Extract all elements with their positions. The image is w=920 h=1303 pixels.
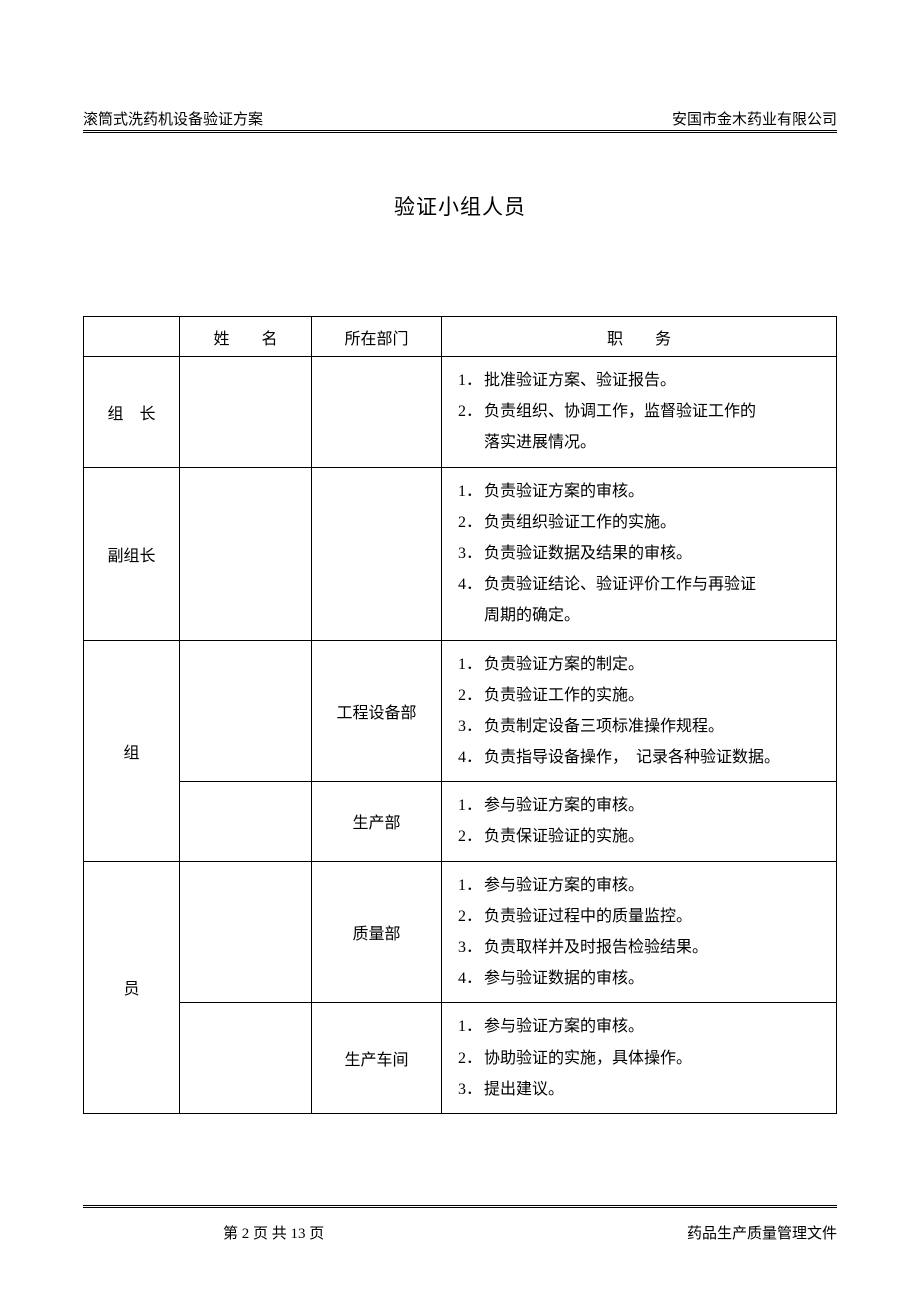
table-row: 组 工程设备部 1．负责验证方案的制定。 2．负责验证工作的实施。 3．负责制定… (84, 640, 837, 782)
list-item: 3．提出建议。 (458, 1074, 828, 1105)
duty-m4: 1．参与验证方案的审核。 2．协助验证的实施，具体操作。 3．提出建议。 (442, 1003, 837, 1114)
name-m3 (180, 861, 312, 1003)
header-name: 姓 名 (180, 317, 312, 357)
page-prefix: 第 (223, 1226, 238, 1242)
page-header: 滚筒式洗药机设备验证方案 安国市金木药业有限公司 (83, 108, 837, 133)
page-suffix: 页 (309, 1226, 324, 1242)
duty-leader: 1．批准验证方案、验证报告。 2．负责组织、协调工作，监督验证工作的 落实进展情… (442, 357, 837, 468)
duty-list: 1．参与验证方案的审核。 2．负责验证过程中的质量监控。 3．负责取样并及时报告… (458, 870, 828, 995)
duty-text: 周期的确定。 (484, 607, 580, 624)
dept-m1: 工程设备部 (312, 640, 442, 782)
document-page: 滚筒式洗药机设备验证方案 安国市金木药业有限公司 验证小组人员 姓 名 所在部门… (0, 0, 920, 1114)
header-left: 滚筒式洗药机设备验证方案 (83, 108, 263, 129)
table-header-row: 姓 名 所在部门 职 务 (84, 317, 837, 357)
table-row: 副组长 1．负责验证方案的审核。 2．负责组织验证工作的实施。 3．负责验证数据… (84, 467, 837, 640)
page-total: 13 (291, 1226, 306, 1242)
dept-m4: 生产车间 (312, 1003, 442, 1114)
role-member-bottom: 员 (84, 861, 180, 1113)
duty-text: 落实进展情况。 (484, 434, 596, 451)
duty-list: 1．参与验证方案的审核。 2．协助验证的实施，具体操作。 3．提出建议。 (458, 1011, 828, 1105)
list-item: 2．负责组织验证工作的实施。 (458, 507, 828, 538)
page-current: 2 (242, 1226, 250, 1242)
duty-text: 参与验证数据的审核。 (484, 970, 644, 987)
duty-text: 批准验证方案、验证报告。 (484, 372, 676, 389)
page-footer: 第 2 页 共 13 页 药品生产质量管理文件 (83, 1205, 837, 1243)
duty-text: 负责验证方案的审核。 (484, 483, 644, 500)
duty-text: 负责验证数据及结果的审核。 (484, 545, 692, 562)
list-item: 4．负责验证结论、验证评价工作与再验证 (458, 569, 828, 600)
duty-text: 参与验证方案的审核。 (484, 877, 644, 894)
duty-m2: 1．参与验证方案的审核。 2．负责保证验证的实施。 (442, 782, 837, 861)
footer-line (83, 1205, 837, 1208)
name-m4 (180, 1003, 312, 1114)
list-item: 2．负责组织、协调工作，监督验证工作的 (458, 396, 828, 427)
header-dept: 所在部门 (312, 317, 442, 357)
duty-text: 提出建议。 (484, 1081, 564, 1098)
duty-list: 1．负责验证方案的审核。 2．负责组织验证工作的实施。 3．负责验证数据及结果的… (458, 476, 828, 632)
footer-page-number: 第 2 页 共 13 页 (223, 1222, 324, 1243)
duty-text: 负责验证方案的制定。 (484, 656, 644, 673)
duty-text: 负责取样并及时报告检验结果。 (484, 939, 708, 956)
name-m2 (180, 782, 312, 861)
header-right: 安国市金木药业有限公司 (672, 108, 837, 129)
table-row: 组 长 1．批准验证方案、验证报告。 2．负责组织、协调工作，监督验证工作的 落… (84, 357, 837, 468)
list-item: 2．协助验证的实施，具体操作。 (458, 1043, 828, 1074)
role-member-top: 组 (84, 640, 180, 861)
duty-text: 参与验证方案的审核。 (484, 1018, 644, 1035)
duty-list: 1．批准验证方案、验证报告。 2．负责组织、协调工作，监督验证工作的 落实进展情… (458, 365, 828, 459)
role-vice: 副组长 (84, 467, 180, 640)
duty-m1: 1．负责验证方案的制定。 2．负责验证工作的实施。 3．负责制定设备三项标准操作… (442, 640, 837, 782)
table-row: 生产部 1．参与验证方案的审核。 2．负责保证验证的实施。 (84, 782, 837, 861)
role-leader: 组 长 (84, 357, 180, 468)
list-item: 2．负责验证工作的实施。 (458, 680, 828, 711)
header-underline (83, 130, 837, 133)
header-role-blank (84, 317, 180, 357)
list-item: 4．负责指导设备操作， 记录各种验证数据。 (458, 742, 828, 773)
duty-text: 负责制定设备三项标准操作规程。 (484, 718, 724, 735)
duty-m3: 1．参与验证方案的审核。 2．负责验证过程中的质量监控。 3．负责取样并及时报告… (442, 861, 837, 1003)
duty-text: 负责验证结论、验证评价工作与再验证 (484, 576, 756, 593)
page-title: 验证小组人员 (83, 191, 837, 221)
list-item: 1．批准验证方案、验证报告。 (458, 365, 828, 396)
list-item: 1．参与验证方案的审核。 (458, 1011, 828, 1042)
dept-vice (312, 467, 442, 640)
duty-text: 负责组织验证工作的实施。 (484, 514, 676, 531)
duty-text: 负责组织、协调工作，监督验证工作的 (484, 403, 756, 420)
table-row: 员 质量部 1．参与验证方案的审核。 2．负责验证过程中的质量监控。 3．负责取… (84, 861, 837, 1003)
list-item: 1．负责验证方案的审核。 (458, 476, 828, 507)
header-duty: 职 务 (442, 317, 837, 357)
list-item: 落实进展情况。 (458, 427, 828, 458)
list-item: 1．参与验证方案的审核。 (458, 870, 828, 901)
footer-right: 药品生产质量管理文件 (687, 1222, 837, 1243)
duty-text: 负责保证验证的实施。 (484, 828, 644, 845)
list-item: 4．参与验证数据的审核。 (458, 963, 828, 994)
list-item: 周期的确定。 (458, 600, 828, 631)
duty-list: 1．参与验证方案的审核。 2．负责保证验证的实施。 (458, 790, 828, 852)
name-m1 (180, 640, 312, 782)
name-vice (180, 467, 312, 640)
list-item: 3．负责验证数据及结果的审核。 (458, 538, 828, 569)
duty-text: 负责验证过程中的质量监控。 (484, 908, 692, 925)
list-item: 3．负责制定设备三项标准操作规程。 (458, 711, 828, 742)
duty-list: 1．负责验证方案的制定。 2．负责验证工作的实施。 3．负责制定设备三项标准操作… (458, 649, 828, 774)
footer-content: 第 2 页 共 13 页 药品生产质量管理文件 (83, 1222, 837, 1243)
list-item: 2．负责保证验证的实施。 (458, 821, 828, 852)
dept-m2: 生产部 (312, 782, 442, 861)
table-row: 生产车间 1．参与验证方案的审核。 2．协助验证的实施，具体操作。 3．提出建议… (84, 1003, 837, 1114)
duty-text: 协助验证的实施，具体操作。 (484, 1050, 692, 1067)
list-item: 1．负责验证方案的制定。 (458, 649, 828, 680)
list-item: 1．参与验证方案的审核。 (458, 790, 828, 821)
dept-m3: 质量部 (312, 861, 442, 1003)
duty-vice: 1．负责验证方案的审核。 2．负责组织验证工作的实施。 3．负责验证数据及结果的… (442, 467, 837, 640)
list-item: 2．负责验证过程中的质量监控。 (458, 901, 828, 932)
validation-team-table: 姓 名 所在部门 职 务 组 长 1．批准验证方案、验证报告。 2．负责组织、协… (83, 316, 837, 1114)
name-leader (180, 357, 312, 468)
duty-text: 负责指导设备操作， 记录各种验证数据。 (484, 749, 780, 766)
page-mid: 页 共 (253, 1226, 287, 1242)
duty-text: 负责验证工作的实施。 (484, 687, 644, 704)
duty-text: 参与验证方案的审核。 (484, 797, 644, 814)
dept-leader (312, 357, 442, 468)
list-item: 3．负责取样并及时报告检验结果。 (458, 932, 828, 963)
